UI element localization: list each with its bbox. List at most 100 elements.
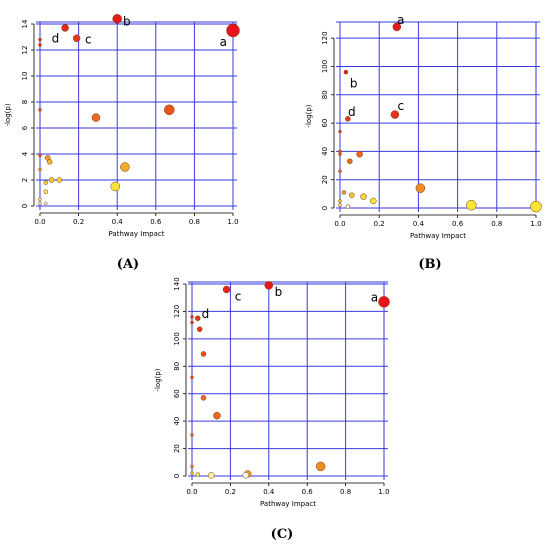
data-point (190, 315, 194, 319)
y-tick-label: 40 (321, 147, 329, 156)
y-tick-label: 140 (173, 277, 181, 290)
data-point (38, 37, 42, 42)
y-tick-label: 10 (21, 72, 29, 81)
y-tick-label: 12 (21, 46, 29, 55)
y-tick-label: 0 (173, 474, 181, 478)
y-tick-label: 120 (321, 31, 329, 44)
data-point (264, 281, 274, 290)
y-tick-label: 2 (21, 178, 29, 182)
data-point (112, 14, 122, 24)
y-tick-label: 60 (173, 389, 181, 398)
x-tick-label: 1.0 (530, 220, 541, 228)
data-point (207, 472, 215, 479)
data-point (190, 471, 194, 476)
data-point (48, 177, 55, 183)
data-point (356, 150, 363, 158)
data-point (72, 34, 81, 43)
x-tick-label: 0.6 (302, 488, 314, 496)
data-point (110, 181, 121, 192)
y-axis-title: -log(p) (4, 103, 12, 126)
x-tick-label: 0.4 (112, 218, 124, 226)
x-tick-label: 1.0 (227, 218, 238, 226)
data-point (349, 192, 355, 199)
x-tick-label: 0.2 (225, 488, 236, 496)
points (190, 281, 390, 479)
data-point (200, 395, 207, 401)
y-axis-title: -log(p) (154, 368, 162, 391)
data-point (466, 199, 477, 211)
panel-label: (C) (271, 527, 294, 542)
data-point (378, 296, 390, 308)
y-axis-title: -log(p) (305, 104, 313, 127)
data-point (196, 326, 203, 333)
x-tick-label: 0.0 (186, 488, 197, 496)
data-point (120, 162, 130, 172)
point-annotation-b: b (123, 14, 131, 28)
point-annotation-a: a (397, 13, 404, 27)
x-tick-label: 0.8 (491, 220, 502, 228)
data-point (338, 203, 342, 207)
data-point (345, 204, 351, 209)
data-point (190, 320, 194, 325)
data-point (38, 108, 42, 112)
x-tick-label: 0.6 (452, 220, 464, 228)
data-point (222, 285, 231, 294)
data-point (38, 201, 42, 206)
data-point (338, 169, 342, 173)
x-tick-label: 0.4 (413, 220, 425, 228)
point-annotation-d: d (52, 31, 60, 45)
data-point (164, 104, 175, 116)
chart-panel-1: 0 2 4 6 8 10 12 14 0.0 0.2 0.4 0.6 0.8 1.0 Pathway Imp… (4, 14, 240, 272)
x-tick-label: 0.2 (73, 218, 84, 226)
data-point (338, 129, 342, 134)
data-point (38, 43, 42, 47)
data-point (390, 110, 400, 119)
data-point (61, 24, 69, 32)
x-tick-label: 0.0 (34, 218, 45, 226)
data-point (190, 464, 194, 469)
y-tick-label: 120 (173, 305, 181, 318)
y-tick-label: 20 (173, 444, 181, 453)
data-point (345, 116, 351, 122)
x-tick-label: 0.8 (189, 218, 200, 226)
data-point (43, 180, 49, 185)
x-tick-label: 0.0 (334, 220, 345, 228)
data-point (338, 152, 342, 156)
y-tick-label: 100 (173, 332, 181, 345)
x-tick-label: 0.6 (150, 218, 162, 226)
y-tick-label: 60 (321, 119, 329, 128)
point-annotation-d: d (348, 105, 356, 119)
data-point (56, 177, 63, 183)
point-annotation-a: a (220, 35, 227, 49)
data-point (226, 23, 240, 38)
x-axis-title: Pathway Impact (410, 232, 466, 240)
points (38, 14, 240, 206)
data-point (38, 167, 42, 172)
data-point (338, 149, 342, 154)
point-annotation-b: b (275, 285, 283, 299)
x-tick-label: 0.8 (340, 488, 351, 496)
data-point (195, 315, 201, 322)
y-tick-label: 4 (21, 151, 29, 156)
point-annotation-c: c (397, 99, 404, 113)
data-point (213, 411, 221, 420)
y-tick-label: 40 (173, 417, 181, 426)
data-point (91, 113, 101, 122)
point-annotation-c: c (235, 289, 242, 303)
point-annotation-a: a (371, 291, 378, 305)
x-tick-label: 0.2 (374, 220, 385, 228)
data-point (338, 199, 342, 203)
data-point (38, 197, 42, 202)
data-point (415, 183, 426, 193)
data-point (190, 375, 194, 380)
y-tick-label: 6 (21, 125, 29, 130)
data-point (242, 472, 250, 479)
data-point (38, 153, 42, 158)
point-annotation-c: c (85, 33, 92, 47)
y-tick-label: 0 (321, 206, 329, 210)
x-tick-label: 0.4 (263, 488, 275, 496)
gridlines (188, 281, 388, 480)
point-annotation-d: d (202, 307, 210, 321)
chart-panel-3: 0 20 40 60 80 100 120 140 0.0 0.2 0.4 0.6 0.8 1.0 Path… (154, 277, 390, 542)
